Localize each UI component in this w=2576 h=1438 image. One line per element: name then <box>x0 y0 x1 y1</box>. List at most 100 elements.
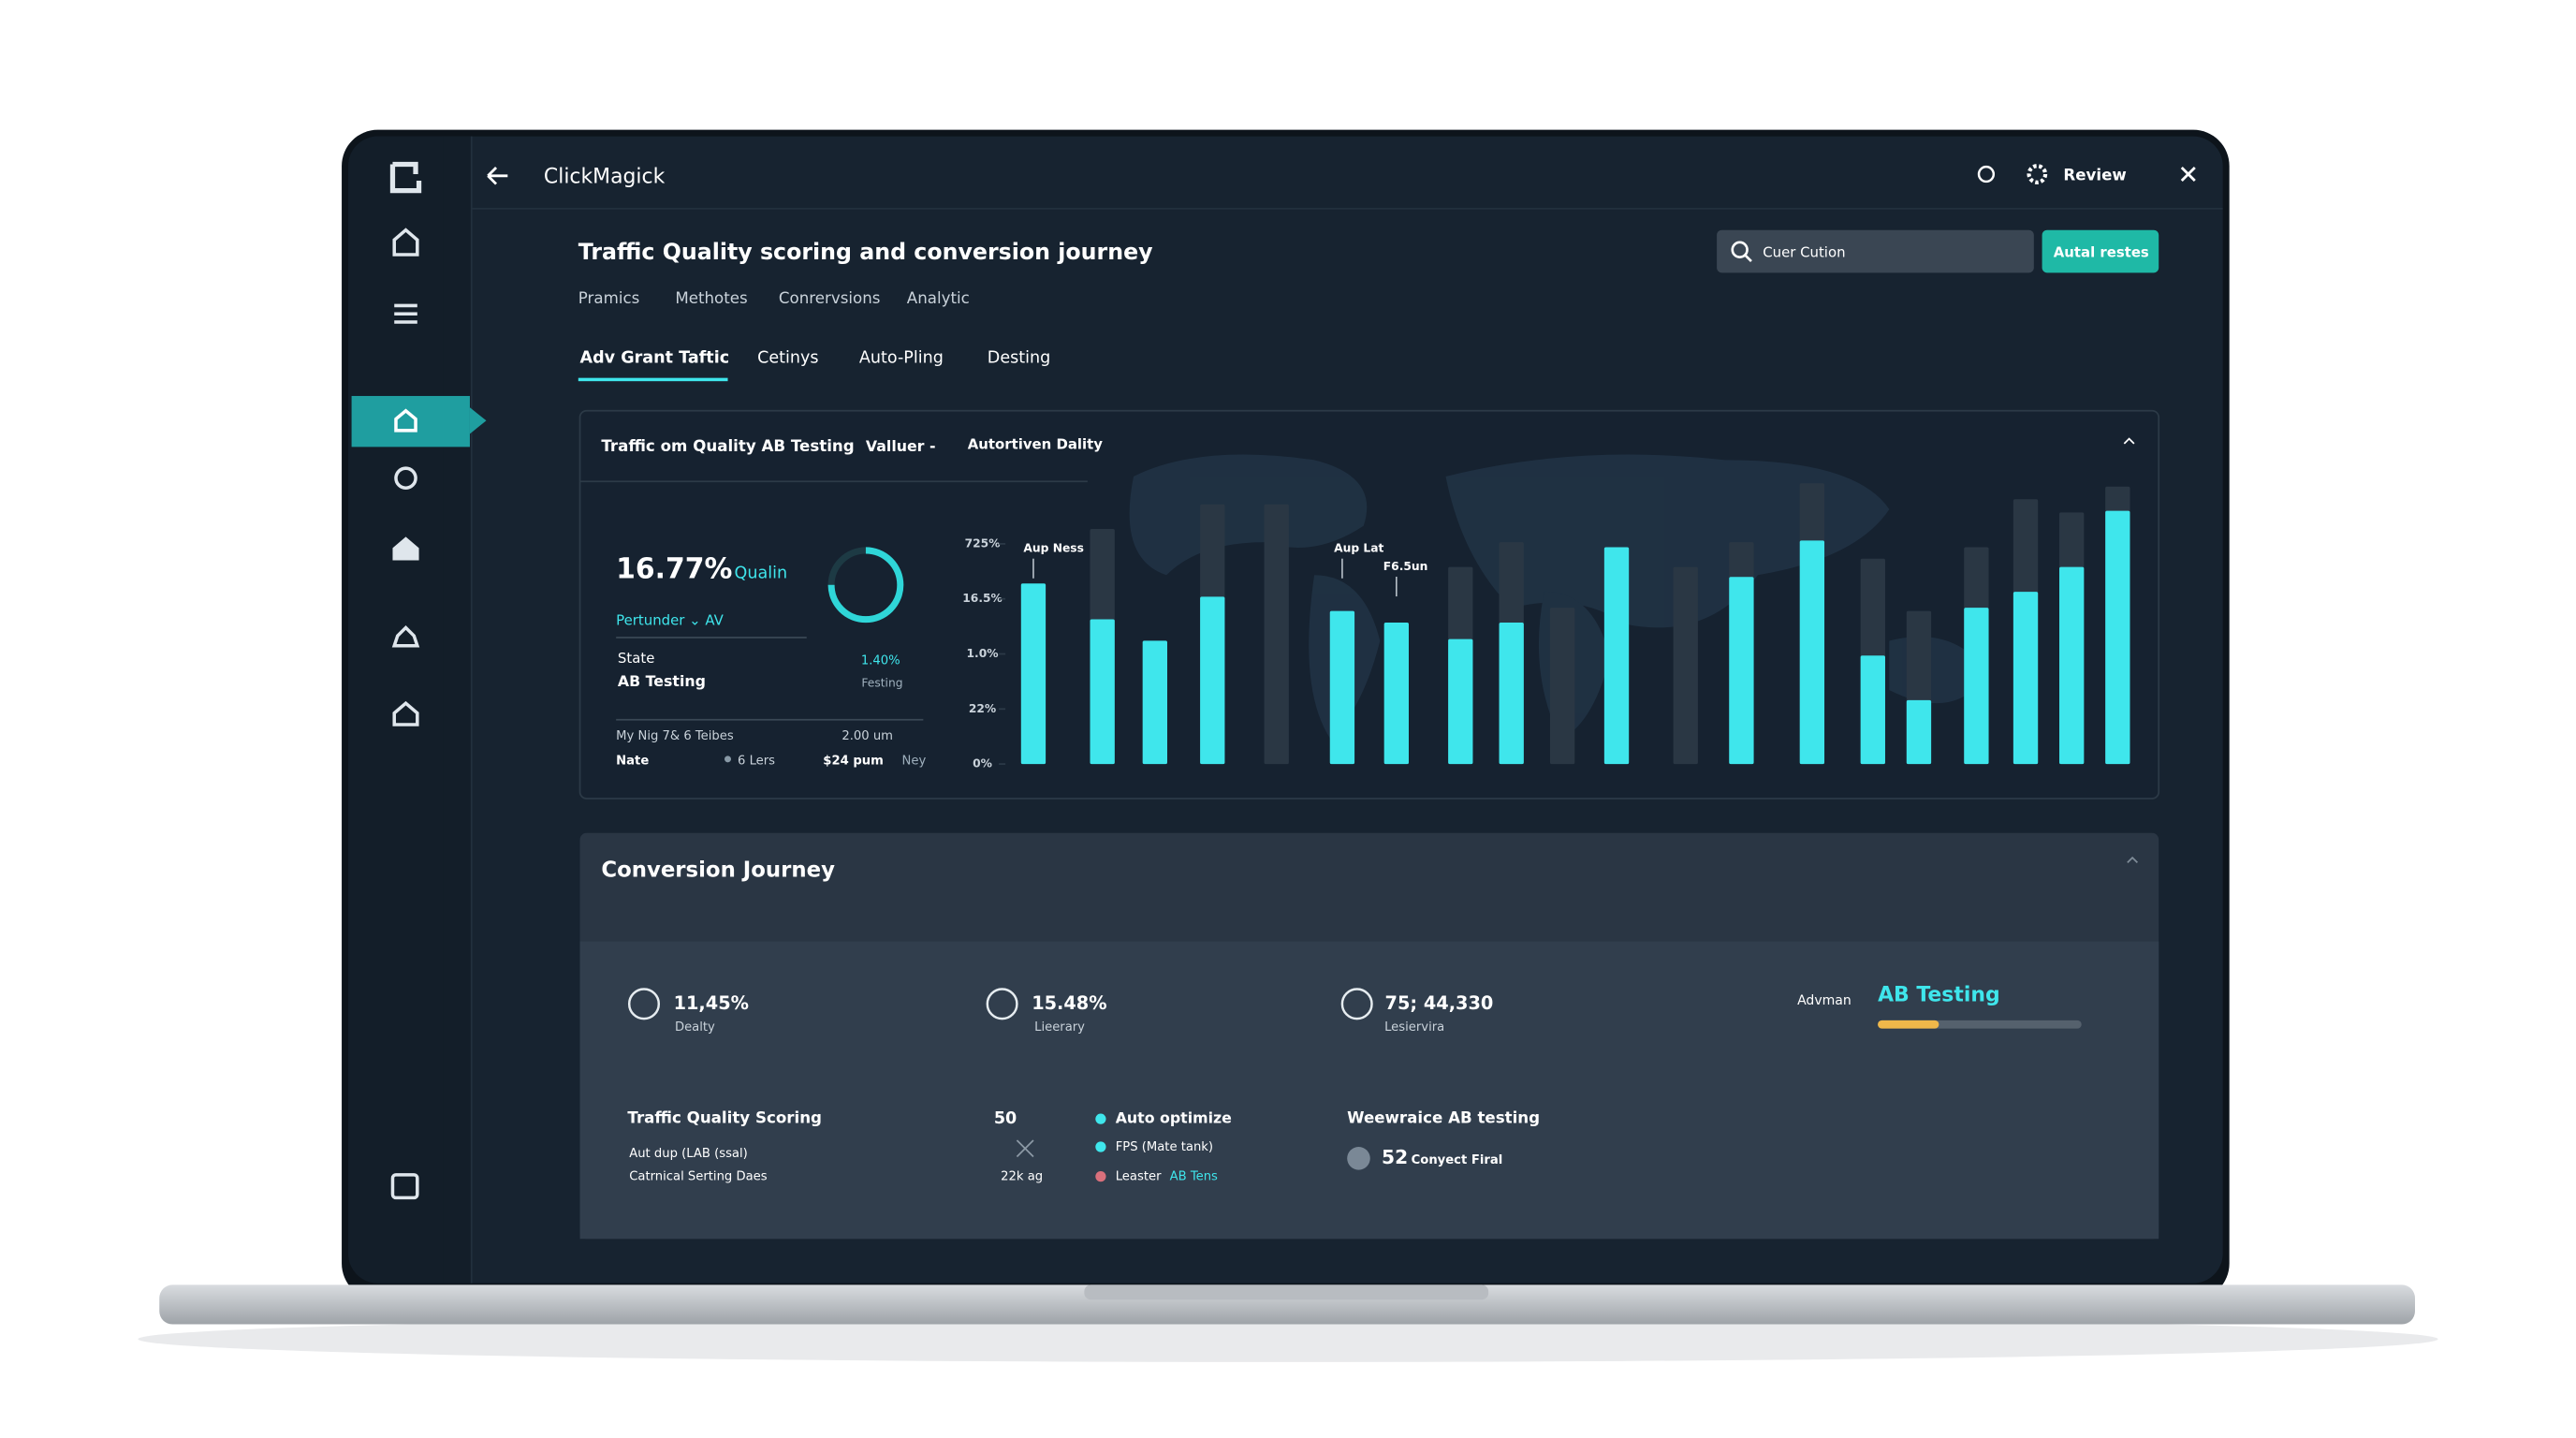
bar <box>1906 699 1932 765</box>
back-button[interactable] <box>487 167 508 185</box>
nav-icon[interactable] <box>392 700 419 726</box>
search-box[interactable] <box>1717 229 2034 273</box>
progress-bar <box>1878 1020 1939 1029</box>
sidebar-fill <box>443 136 472 1284</box>
legend-item: Auto optimize <box>1116 1109 1232 1127</box>
journey-body <box>579 941 2159 1240</box>
annotation: F6.5un <box>1383 560 1428 573</box>
bar <box>1329 610 1355 765</box>
shadow <box>138 1315 2438 1362</box>
search-icon <box>1731 241 1749 258</box>
subnav-item: Methotes <box>675 289 747 307</box>
bar <box>1964 608 1989 765</box>
cross-icon <box>1016 1139 1034 1158</box>
bar <box>1090 619 1115 765</box>
metric-value: 75; 44,330 <box>1385 992 1494 1014</box>
bar-track <box>1549 608 1575 765</box>
filter: Valluer - <box>866 437 936 455</box>
ab2-value: 52 <box>1382 1146 1408 1168</box>
sidebar-icons <box>389 161 422 1200</box>
action-button[interactable] <box>2042 229 2159 273</box>
annotation: Aup Lat <box>1334 542 1383 555</box>
rate-label: Festing <box>861 677 902 690</box>
nav-active[interactable] <box>351 395 470 448</box>
legend-dot <box>1095 1113 1106 1124</box>
laptop-notch <box>1084 1284 1489 1300</box>
subnav-item: Analytic <box>907 289 970 307</box>
nav-icon[interactable] <box>392 227 419 257</box>
nav-icon[interactable] <box>392 536 419 561</box>
legend-dot <box>1095 1170 1106 1182</box>
search-text: Cuer Cution <box>1763 243 1845 260</box>
metric-icons <box>627 988 1373 1020</box>
bar <box>1499 622 1524 765</box>
metric-label: Lesiervira <box>1384 1020 1444 1034</box>
action-button-label: Autal restes <box>2054 243 2149 260</box>
kpi-label: Qualin <box>735 565 788 583</box>
close-button[interactable] <box>2180 167 2196 183</box>
kpi-value: 16.77% <box>616 552 732 585</box>
tab: Desting <box>988 349 1050 368</box>
nav-icon[interactable] <box>394 408 417 433</box>
y-tick-label: 725% <box>965 536 1001 550</box>
subnav-item: Conrervsions <box>779 289 881 307</box>
row-item: Ney <box>902 755 927 769</box>
collapse-icon[interactable] <box>2127 856 2139 864</box>
ring <box>827 547 904 624</box>
nav-icon[interactable] <box>394 466 417 490</box>
state-label: State <box>618 650 654 667</box>
selector: Pertunder ⌄ AV <box>616 611 724 628</box>
page-title: Traffic Quality scoring and conversion j… <box>578 239 1153 265</box>
filter: Autortiven Dality <box>968 436 1104 453</box>
app-name: ClickMagick <box>544 166 666 189</box>
ab2-label: Conyect Firal <box>1412 1153 1503 1167</box>
bar <box>1860 655 1885 765</box>
nav-icon[interactable] <box>394 303 417 324</box>
section-title: Traffic Quality Scoring <box>627 1109 822 1127</box>
rate-value: 1.40% <box>861 654 900 668</box>
bar <box>1448 638 1473 765</box>
state-value: AB Testing <box>618 672 706 690</box>
bar <box>1729 577 1754 765</box>
bar <box>1020 583 1046 765</box>
score-sub: 22k ag <box>1001 1170 1043 1184</box>
row-item: Nate <box>616 755 649 769</box>
ab-title: AB Testing <box>1878 984 2000 1007</box>
tab: Cetinys <box>757 349 818 368</box>
nav-icon[interactable] <box>390 1173 419 1200</box>
tab-underline <box>578 377 728 382</box>
nav-icon[interactable] <box>391 624 420 648</box>
bar <box>2059 566 2085 765</box>
y-tick-label: 1.0% <box>967 647 999 660</box>
legend-item: Leaster <box>1116 1170 1162 1184</box>
review-link: Review <box>2063 166 2126 183</box>
metric-value: 15.48% <box>1032 992 1106 1014</box>
bar <box>1799 540 1825 765</box>
section-line: Catrnical Serting Daes <box>629 1170 768 1184</box>
settings-icon[interactable] <box>2027 164 2048 184</box>
metric-label: Dealty <box>675 1020 715 1034</box>
legend-item: FPS (Mate tank) <box>1116 1140 1213 1154</box>
collapse-icon[interactable] <box>2123 437 2135 445</box>
power-icon[interactable] <box>1977 165 1996 183</box>
bar <box>1200 596 1225 765</box>
logo <box>389 161 422 194</box>
tab: Auto-Pling <box>859 349 944 368</box>
bar <box>2105 510 2130 765</box>
search-icon <box>1743 254 1752 262</box>
status-dot <box>1347 1147 1370 1170</box>
panel-title: Traffic om Quality AB Testing <box>601 437 854 455</box>
section-title: Weewraice AB testing <box>1347 1109 1540 1127</box>
bar <box>2012 592 2039 765</box>
legend-highlight: AB Tens <box>1170 1170 1218 1184</box>
metric-value: 11,45% <box>674 992 749 1014</box>
bar <box>1383 622 1409 765</box>
panel-title: Conversion Journey <box>601 858 835 883</box>
score: 50 <box>994 1109 1017 1128</box>
bar <box>1142 640 1167 765</box>
metric-label: Lieerary <box>1034 1020 1085 1034</box>
row-label: My Nig 7& 6 Teibes <box>616 729 734 743</box>
nav-active-arrow <box>469 407 487 434</box>
row-item: 6 Lers <box>738 755 775 769</box>
